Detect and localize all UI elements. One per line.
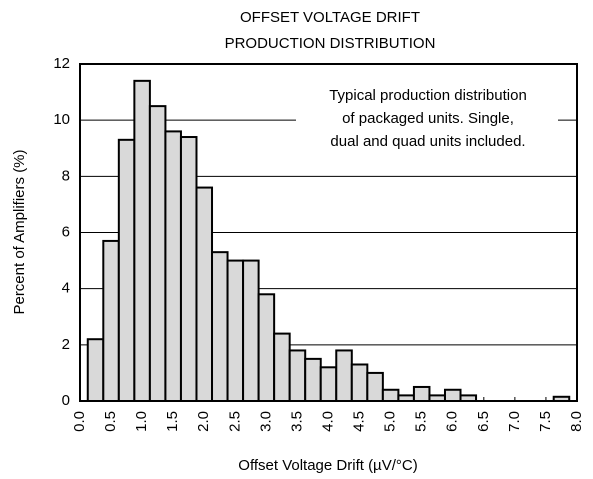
x-tick-label: 4.5 (351, 411, 368, 432)
x-tick-label: 5.0 (382, 411, 399, 432)
x-tick-label: 6.0 (444, 411, 461, 432)
bar (257, 293, 276, 402)
x-tick-label: 3.0 (257, 411, 274, 432)
bar (179, 136, 198, 402)
bar (350, 363, 369, 403)
x-tick-label: 1.0 (133, 411, 150, 432)
x-tick-label: 7.0 (506, 411, 523, 432)
chart-title: OFFSET VOLTAGE DRIFT (240, 9, 420, 26)
bar (412, 385, 431, 403)
bar (242, 259, 260, 403)
bar (335, 349, 353, 403)
y-tick-label: 10 (53, 111, 70, 128)
plot-frame (79, 63, 578, 402)
annotation: Typical production distribution (329, 87, 527, 104)
bar (226, 259, 245, 403)
x-tick-label: 5.5 (413, 411, 430, 432)
y-tick-label: 2 (62, 336, 70, 353)
bar (133, 79, 151, 402)
x-axis-label: Offset Voltage Drift (µV/°C) (238, 457, 417, 474)
bar (366, 371, 384, 402)
x-tick-label: 1.5 (164, 411, 181, 432)
y-tick-label: 8 (62, 167, 70, 184)
bar (381, 388, 400, 402)
bar (304, 357, 322, 402)
bar (443, 388, 462, 402)
bar (102, 239, 120, 402)
bar (164, 130, 182, 402)
bar (117, 138, 136, 402)
bar (319, 366, 338, 402)
y-tick-label: 12 (53, 55, 70, 72)
x-tick-label: 0.0 (71, 411, 88, 432)
y-axis-label: Percent of Amplifiers (%) (11, 149, 28, 314)
x-tick-label: 4.0 (319, 411, 336, 432)
y-tick-label: 0 (62, 392, 70, 409)
x-tick-label: 0.5 (102, 411, 119, 432)
x-tick-label: 7.5 (537, 411, 554, 432)
x-tick-label: 2.0 (195, 411, 212, 432)
y-tick-label: 6 (62, 223, 70, 240)
annotation: dual and quad units included. (330, 133, 525, 150)
chart-title: PRODUCTION DISTRIBUTION (225, 35, 436, 52)
bar (195, 186, 214, 402)
x-tick-label: 3.5 (288, 411, 305, 432)
bar (288, 349, 307, 403)
bar (211, 251, 229, 402)
y-tick-label: 4 (62, 280, 70, 297)
bar (86, 338, 105, 403)
bar (148, 105, 167, 402)
annotation-box (296, 82, 558, 158)
x-tick-label: 8.0 (568, 411, 585, 432)
x-tick-label: 6.5 (475, 411, 492, 432)
bar (273, 332, 291, 403)
x-tick-label: 2.5 (226, 411, 243, 432)
annotation: of packaged units. Single, (342, 110, 514, 127)
